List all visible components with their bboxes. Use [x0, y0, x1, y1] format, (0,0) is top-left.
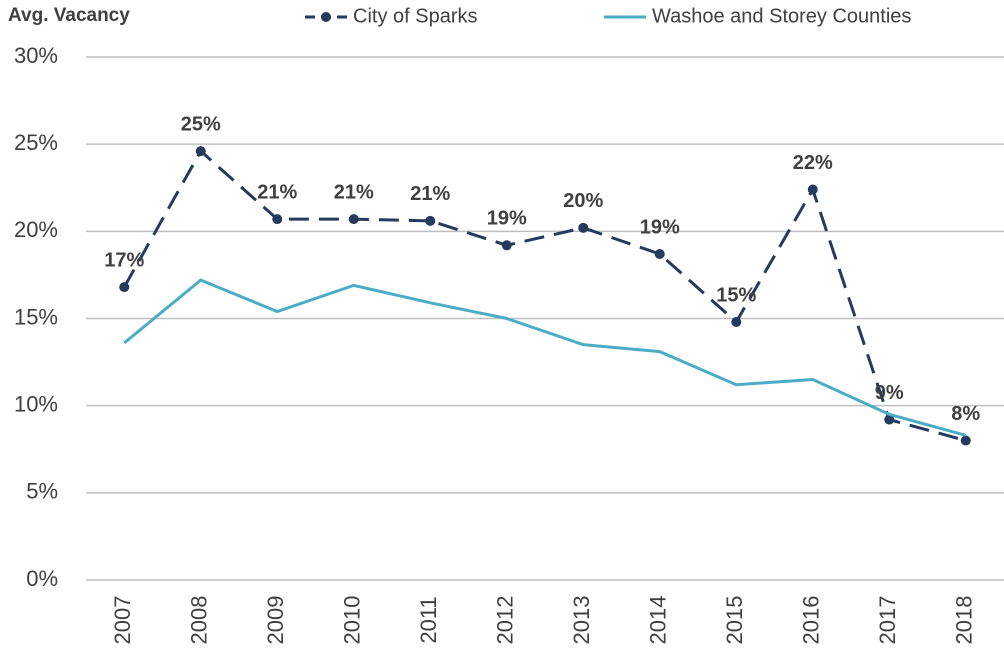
- point-marker: [501, 240, 512, 251]
- data-label: 22%: [793, 152, 833, 174]
- point-marker: [884, 414, 895, 425]
- x-tick-label: 2015: [722, 596, 747, 645]
- y-tick-label: 30%: [14, 43, 58, 68]
- x-tick-label: 2009: [263, 596, 288, 645]
- x-tick-label: 2011: [416, 596, 441, 643]
- data-label: 19%: [640, 216, 680, 238]
- point-marker: [578, 222, 589, 233]
- data-label: 9%: [875, 382, 904, 404]
- point-marker: [654, 248, 665, 259]
- y-tick-label: 15%: [14, 304, 58, 329]
- y-tick-label: 20%: [14, 217, 58, 242]
- x-tick-label: 2007: [110, 596, 135, 645]
- y-tick-label: 10%: [14, 391, 58, 416]
- x-tick-label: 2017: [875, 596, 900, 645]
- legend-label: City of Sparks: [353, 5, 477, 27]
- legend-marker: [321, 12, 331, 22]
- point-marker: [272, 214, 283, 225]
- point-marker: [731, 316, 742, 327]
- data-label: 15%: [716, 284, 756, 306]
- point-marker: [195, 146, 206, 157]
- x-tick-label: 2012: [493, 596, 518, 645]
- point-marker: [348, 214, 359, 225]
- data-label: 20%: [563, 190, 603, 212]
- y-tick-label: 5%: [26, 479, 58, 504]
- point-marker: [807, 184, 818, 195]
- y-tick-label: 0%: [26, 566, 58, 591]
- x-tick-label: 2010: [340, 596, 365, 645]
- x-tick-label: 2016: [799, 596, 824, 645]
- series-line: [122, 148, 967, 442]
- x-tick-label: 2008: [187, 596, 212, 645]
- data-label: 21%: [410, 183, 450, 205]
- data-label: 21%: [257, 181, 297, 203]
- data-label: 17%: [104, 249, 144, 271]
- series-line: [123, 278, 967, 437]
- data-label: 21%: [334, 181, 374, 203]
- y-tick-label: 25%: [14, 130, 58, 155]
- x-tick-label: 2018: [952, 596, 977, 645]
- data-label: 25%: [181, 113, 221, 135]
- point-marker: [425, 215, 436, 226]
- x-tick-label: 2014: [646, 596, 671, 645]
- x-tick-label: 2013: [569, 596, 594, 645]
- legend-label: Washoe and Storey Counties: [652, 5, 911, 27]
- point-marker: [960, 435, 971, 446]
- data-label: 19%: [487, 208, 527, 230]
- data-label: 8%: [951, 403, 980, 425]
- point-marker: [119, 282, 130, 293]
- chart-title: Avg. Vacancy: [8, 5, 130, 26]
